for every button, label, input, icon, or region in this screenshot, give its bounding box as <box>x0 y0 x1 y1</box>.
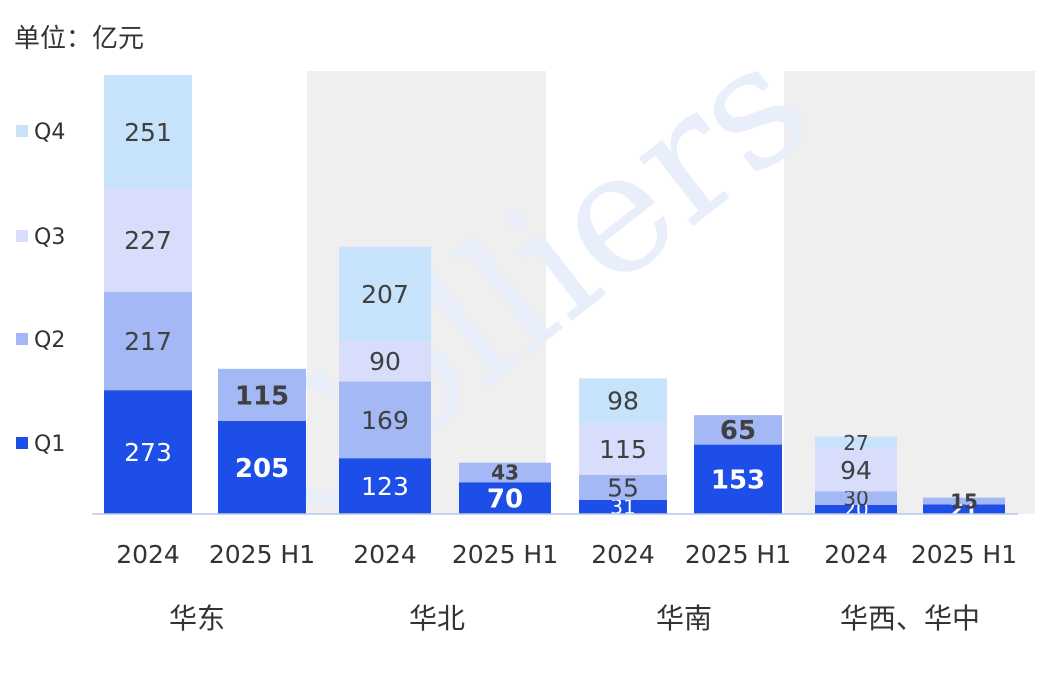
legend-label-q3: Q3 <box>34 225 65 250</box>
data-label: 98 <box>607 387 639 416</box>
legend-swatch-q1 <box>16 437 28 449</box>
bar-segment-q2 <box>815 491 897 505</box>
region-label: 华西、华中 <box>840 602 980 635</box>
bar-segment-q1 <box>459 482 551 514</box>
data-label: 55 <box>607 473 639 502</box>
x-tick-label: 2024 <box>353 540 417 569</box>
bar-segment-q2 <box>923 497 1005 505</box>
x-tick-label: 2024 <box>116 540 180 569</box>
bar-segment-q2 <box>459 462 551 483</box>
bar-segment-q4 <box>579 378 667 423</box>
legend-swatch-q3 <box>16 230 28 242</box>
data-label: 94 <box>840 456 872 485</box>
bar-segment-q3 <box>815 448 897 492</box>
x-tick-label: 2024 <box>824 540 888 569</box>
bar-segment-q2 <box>694 415 782 445</box>
legend-swatch-q4 <box>16 125 28 137</box>
bar-segment-q3 <box>579 422 667 475</box>
region-label: 华东 <box>169 602 225 635</box>
legend-label-q2: Q2 <box>34 328 65 353</box>
data-label: 227 <box>124 226 172 255</box>
x-tick-label: 2025 H1 <box>685 540 791 569</box>
data-label: 207 <box>361 280 409 309</box>
region-label: 华北 <box>409 602 465 635</box>
x-tick-label: 2025 H1 <box>209 540 315 569</box>
bar-segment-q1 <box>923 504 1005 514</box>
bar-segment-q1 <box>694 444 782 514</box>
bar-segment-q2 <box>579 474 667 500</box>
region-label: 华南 <box>656 602 712 635</box>
bar-segment-q2 <box>339 381 431 459</box>
bar-segment-q2 <box>104 291 192 391</box>
x-tick-label: 2025 H1 <box>911 540 1017 569</box>
data-label: 251 <box>124 118 172 147</box>
unit-label: 单位：亿元 <box>14 24 145 54</box>
data-label: 15 <box>950 489 978 513</box>
legend-swatch-q2 <box>16 333 28 345</box>
legend-label-q4: Q4 <box>34 120 65 145</box>
x-tick-label: 2025 H1 <box>452 540 558 569</box>
bar-segment-q3 <box>104 188 192 292</box>
data-label: 205 <box>235 454 289 484</box>
bar-segment-q4 <box>815 436 897 449</box>
bar-segment-q1 <box>218 421 306 514</box>
bar-segment-q4 <box>104 74 192 189</box>
data-label: 273 <box>124 438 172 467</box>
data-label: 27 <box>843 431 868 455</box>
legend-label-q1: Q1 <box>34 432 65 457</box>
bar-segment-q1 <box>339 458 431 514</box>
data-label: 169 <box>361 406 409 435</box>
data-label: 43 <box>491 461 519 485</box>
data-label: 217 <box>124 327 172 356</box>
bar-segment-q1 <box>579 499 667 514</box>
bar-segment-q3 <box>339 340 431 382</box>
bar-segment-q1 <box>104 390 192 514</box>
data-label: 70 <box>487 484 523 514</box>
bar-segment-q1 <box>815 504 897 514</box>
bar-segment-q2 <box>218 368 306 422</box>
x-tick-label: 2024 <box>591 540 655 569</box>
data-label: 123 <box>361 472 409 501</box>
data-label: 65 <box>720 416 756 446</box>
data-label: 115 <box>599 435 647 464</box>
bar-segment-q4 <box>339 246 431 341</box>
data-label: 90 <box>369 347 401 376</box>
data-label: 115 <box>235 381 289 411</box>
data-label: 153 <box>711 466 765 496</box>
